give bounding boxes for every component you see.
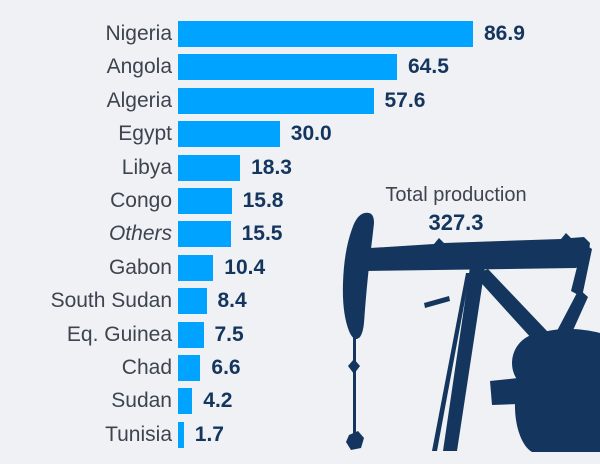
value-label: 7.5 bbox=[214, 322, 244, 346]
bar bbox=[178, 21, 473, 47]
bar bbox=[178, 154, 241, 181]
bar bbox=[178, 87, 374, 114]
category-label: South Sudan bbox=[50, 289, 172, 313]
bar-row: Congo 15.8 bbox=[0, 187, 600, 214]
bar bbox=[178, 421, 184, 448]
value-label: 15.8 bbox=[242, 188, 284, 212]
bar bbox=[178, 187, 232, 214]
category-label: Angola bbox=[106, 55, 172, 79]
bar-row: Tunisia 1.7 bbox=[0, 421, 600, 448]
bar-chart: Nigeria 86.9 Angola 64.5 Algeria 57.6 Egypt 30.… bbox=[0, 21, 600, 455]
value-label: 6.6 bbox=[211, 355, 241, 379]
bar bbox=[178, 288, 207, 315]
bar-row: Egypt 30.0 bbox=[0, 121, 600, 148]
bar-row: Angola 64.5 bbox=[0, 54, 600, 81]
category-label: Eq. Guinea bbox=[66, 322, 172, 346]
value-label: 86.9 bbox=[484, 22, 525, 45]
value-label: 15.5 bbox=[241, 222, 283, 246]
value-label: 64.5 bbox=[408, 55, 449, 79]
bar-row: Others 15.5 bbox=[0, 221, 600, 248]
total-production-value: 327.3 bbox=[428, 210, 484, 235]
bar-row: Nigeria 86.9 bbox=[0, 21, 600, 47]
value-label: 8.4 bbox=[217, 289, 247, 313]
value-label: 57.6 bbox=[384, 88, 426, 112]
category-label: Libya bbox=[121, 155, 172, 179]
category-label: Congo bbox=[110, 188, 172, 212]
bar-row: Sudan 4.2 bbox=[0, 388, 600, 415]
bar bbox=[178, 54, 397, 81]
bar-row: Libya 18.3 bbox=[0, 154, 600, 181]
value-label: 18.3 bbox=[251, 155, 292, 179]
category-label: Others bbox=[108, 222, 172, 246]
bar bbox=[178, 388, 193, 415]
bar-row: Chad 6.6 bbox=[0, 354, 600, 381]
total-production-annotation: Total production 327.3 bbox=[356, 183, 556, 236]
bar-row: South Sudan 8.4 bbox=[0, 288, 600, 315]
bar bbox=[178, 321, 204, 348]
bar-row: Algeria 57.6 bbox=[0, 87, 600, 114]
bar bbox=[178, 121, 280, 148]
value-label: 1.7 bbox=[194, 422, 224, 446]
value-label: 30.0 bbox=[290, 122, 332, 146]
bar-row: Eq. Guinea 7.5 bbox=[0, 321, 600, 348]
bar bbox=[178, 221, 231, 248]
bar bbox=[178, 354, 201, 381]
total-production-label: Total production bbox=[385, 184, 527, 206]
category-label: Chad bbox=[121, 355, 172, 379]
category-label: Sudan bbox=[111, 389, 172, 413]
bar bbox=[178, 254, 214, 281]
value-label: 10.4 bbox=[224, 255, 266, 279]
bar-row: Gabon 10.4 bbox=[0, 254, 600, 281]
oil-pumpjack-icon bbox=[342, 212, 600, 452]
category-label: Gabon bbox=[108, 255, 172, 279]
category-label: Nigeria bbox=[105, 22, 172, 45]
category-label: Tunisia bbox=[105, 422, 172, 446]
value-label: 4.2 bbox=[203, 389, 233, 413]
category-label: Egypt bbox=[118, 122, 172, 146]
category-label: Algeria bbox=[106, 88, 172, 112]
